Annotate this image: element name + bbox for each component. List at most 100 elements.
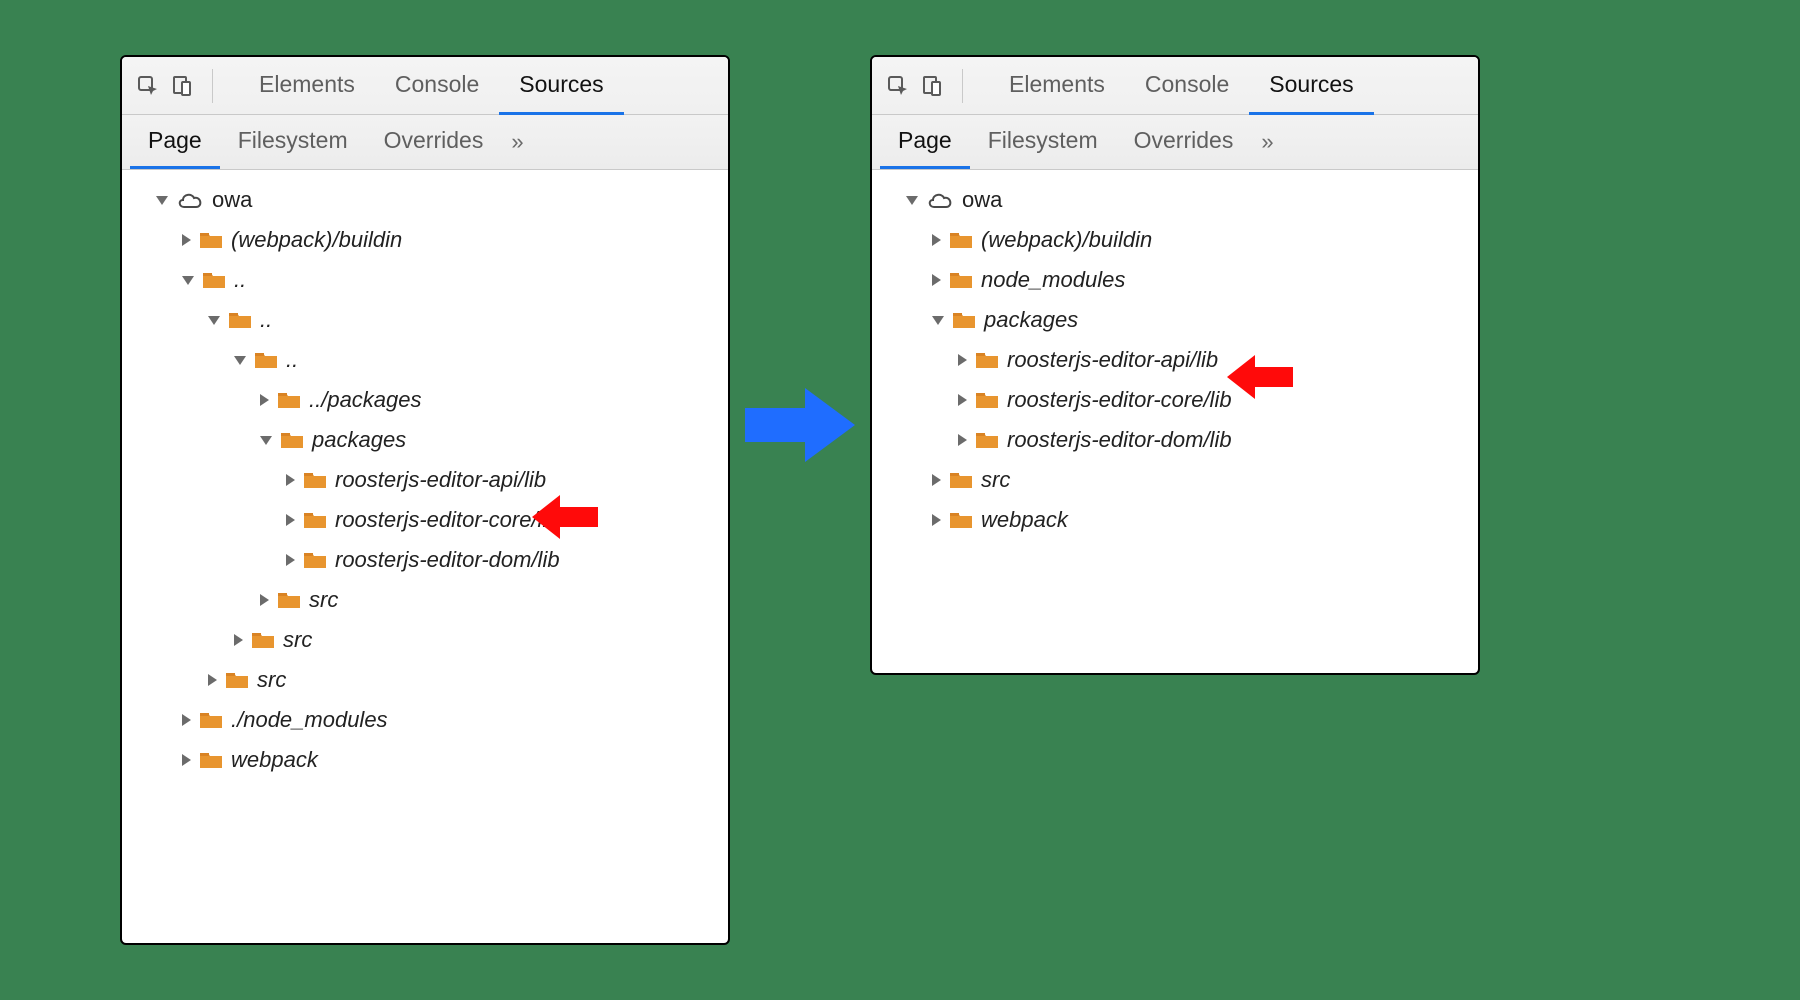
tree-row-root[interactable]: owa (130, 180, 720, 220)
tree-row[interactable]: roosterjs-editor-dom/lib (880, 420, 1470, 460)
tree-label: (webpack)/buildin (231, 220, 402, 261)
tree-row[interactable]: (webpack)/buildin (880, 220, 1470, 260)
toolbar-icon-group (884, 69, 963, 103)
devtools-topbar: Elements Console Sources (122, 57, 728, 115)
annotation-arrow-right-icon (1225, 355, 1295, 405)
twisty-open-icon[interactable] (234, 356, 246, 365)
tree-row[interactable]: roosterjs-editor-api/lib (880, 340, 1470, 380)
twisty-closed-icon[interactable] (286, 474, 295, 486)
tree-row[interactable]: ./node_modules (130, 700, 720, 740)
twisty-closed-icon[interactable] (958, 434, 967, 446)
subtab-filesystem[interactable]: Filesystem (970, 115, 1116, 169)
tab-elements[interactable]: Elements (989, 57, 1125, 115)
subtab-overrides[interactable]: Overrides (366, 115, 502, 169)
folder-icon (277, 590, 301, 610)
subtab-more-icon[interactable]: » (1251, 129, 1279, 155)
tree-row[interactable]: .. (130, 260, 720, 300)
folder-icon (202, 270, 226, 290)
twisty-closed-icon[interactable] (932, 514, 941, 526)
twisty-closed-icon[interactable] (286, 514, 295, 526)
tree-row[interactable]: (webpack)/buildin (130, 220, 720, 260)
tree-row[interactable]: roosterjs-editor-api/lib (130, 460, 720, 500)
twisty-closed-icon[interactable] (260, 594, 269, 606)
tree-row[interactable]: roosterjs-editor-dom/lib (130, 540, 720, 580)
annotation-arrow-left-icon (530, 495, 600, 545)
folder-icon (254, 350, 278, 370)
twisty-closed-icon[interactable] (958, 394, 967, 406)
twisty-closed-icon[interactable] (182, 234, 191, 246)
tree-row-packages[interactable]: packages (880, 300, 1470, 340)
tree-label: roosterjs-editor-dom/lib (335, 540, 560, 581)
tree-label: webpack (231, 740, 318, 781)
tree-row[interactable]: src (880, 460, 1470, 500)
tree-label: src (981, 460, 1010, 501)
twisty-closed-icon[interactable] (234, 634, 243, 646)
subtab-page[interactable]: Page (880, 115, 970, 169)
devtools-panel-right: Elements Console Sources Page Filesystem… (870, 55, 1480, 675)
tree-label: roosterjs-editor-core/lib (335, 500, 560, 541)
tree-row[interactable]: src (130, 660, 720, 700)
twisty-closed-icon[interactable] (260, 394, 269, 406)
folder-icon (303, 510, 327, 530)
cloud-icon (926, 190, 954, 210)
tree-row[interactable]: .. (130, 340, 720, 380)
tree-label: .. (234, 260, 246, 301)
twisty-closed-icon[interactable] (958, 354, 967, 366)
tree-row-root[interactable]: owa (880, 180, 1470, 220)
twisty-open-icon[interactable] (906, 196, 918, 205)
subtab-more-icon[interactable]: » (501, 129, 529, 155)
folder-icon (228, 310, 252, 330)
folder-icon (225, 670, 249, 690)
tab-elements-label: Elements (1009, 71, 1105, 98)
device-toggle-icon[interactable] (168, 72, 196, 100)
twisty-closed-icon[interactable] (932, 274, 941, 286)
subtab-more-glyph: » (511, 129, 519, 154)
tree-row[interactable]: node_modules (880, 260, 1470, 300)
twisty-closed-icon[interactable] (182, 754, 191, 766)
twisty-closed-icon[interactable] (286, 554, 295, 566)
twisty-closed-icon[interactable] (932, 474, 941, 486)
tab-console[interactable]: Console (375, 57, 499, 115)
tab-sources[interactable]: Sources (499, 57, 623, 115)
tab-elements[interactable]: Elements (239, 57, 375, 115)
folder-icon (949, 470, 973, 490)
tree-label: (webpack)/buildin (981, 220, 1152, 261)
subtab-filesystem[interactable]: Filesystem (220, 115, 366, 169)
inspect-element-icon[interactable] (884, 72, 912, 100)
twisty-open-icon[interactable] (182, 276, 194, 285)
subtab-overrides[interactable]: Overrides (1116, 115, 1252, 169)
subtab-page-label: Page (148, 127, 202, 154)
tree-label: src (309, 580, 338, 621)
folder-icon (199, 230, 223, 250)
folder-icon (975, 430, 999, 450)
tab-sources[interactable]: Sources (1249, 57, 1373, 115)
tree-row[interactable]: webpack (880, 500, 1470, 540)
folder-icon (199, 710, 223, 730)
subtab-page[interactable]: Page (130, 115, 220, 169)
folder-icon (199, 750, 223, 770)
twisty-closed-icon[interactable] (182, 714, 191, 726)
tree-row[interactable]: roosterjs-editor-core/lib (130, 500, 720, 540)
tree-row[interactable]: src (130, 620, 720, 660)
tree-row-packages[interactable]: packages (130, 420, 720, 460)
tree-row[interactable]: src (130, 580, 720, 620)
twisty-closed-icon[interactable] (932, 234, 941, 246)
twisty-open-icon[interactable] (260, 436, 272, 445)
devtools-panel-left: Elements Console Sources Page Filesystem… (120, 55, 730, 945)
cloud-icon (176, 190, 204, 210)
tab-console[interactable]: Console (1125, 57, 1249, 115)
tree-row[interactable]: roosterjs-editor-core/lib (880, 380, 1470, 420)
folder-icon (952, 310, 976, 330)
twisty-open-icon[interactable] (208, 316, 220, 325)
tree-row[interactable]: webpack (130, 740, 720, 780)
twisty-open-icon[interactable] (932, 316, 944, 325)
device-toggle-icon[interactable] (918, 72, 946, 100)
tree-row[interactable]: .. (130, 300, 720, 340)
tree-label: webpack (981, 500, 1068, 541)
subtab-overrides-label: Overrides (384, 127, 484, 154)
twisty-closed-icon[interactable] (208, 674, 217, 686)
twisty-open-icon[interactable] (156, 196, 168, 205)
subtab-page-label: Page (898, 127, 952, 154)
inspect-element-icon[interactable] (134, 72, 162, 100)
tree-row[interactable]: ../packages (130, 380, 720, 420)
